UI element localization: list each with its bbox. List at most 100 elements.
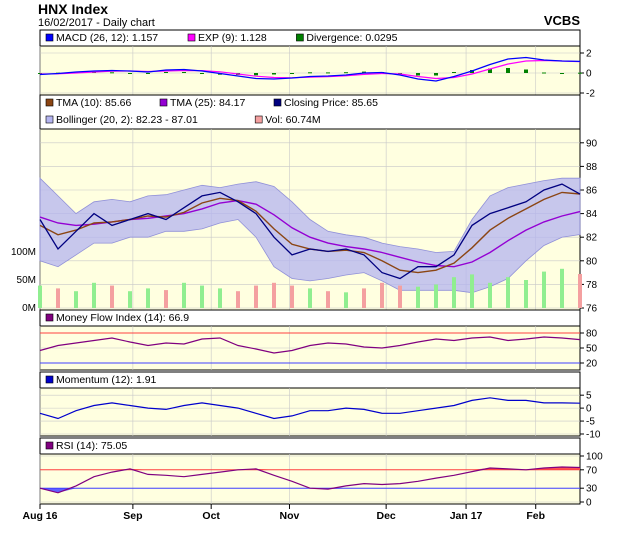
volume-bar <box>272 282 276 308</box>
price-legend-label: Vol: 60.74M <box>265 114 320 126</box>
rsi-ytick-label: 0 <box>586 498 592 509</box>
momentum-legend-label: Momentum (12): 1.91 <box>56 374 157 386</box>
macd-legend-label: MACD (26, 12): 1.157 <box>56 32 158 44</box>
closing-price-line <box>39 183 581 280</box>
volume-bar <box>470 274 474 308</box>
divergence-bar <box>254 73 258 76</box>
macd-legend-box <box>39 29 581 47</box>
volume-bar <box>74 291 78 308</box>
price-legend-swatch <box>273 98 282 107</box>
divergence-bar <box>488 68 492 73</box>
volume-bar <box>146 288 150 308</box>
price-legend-label: Closing Price: 85.65 <box>284 97 378 109</box>
volume-bar <box>218 288 222 308</box>
divergence-bar <box>560 73 564 74</box>
volume-bar <box>128 291 132 308</box>
volume-bar <box>38 285 42 308</box>
mfi-line <box>39 336 581 354</box>
divergence-bar <box>110 72 114 74</box>
vendor-label: VCBS <box>543 13 580 28</box>
volume-bar <box>434 284 438 308</box>
x-axis-label: Feb <box>526 510 545 522</box>
macd-legend-swatch <box>187 33 196 42</box>
macd-legend-label: EXP (9): 1.128 <box>198 32 267 44</box>
divergence-bar <box>182 72 186 73</box>
price-ytick-label: 82 <box>586 233 598 244</box>
divergence-bar <box>272 73 276 75</box>
divergence-bar <box>506 68 510 73</box>
volume-bar <box>200 285 204 308</box>
momentum-ytick-label: 5 <box>586 391 592 402</box>
volume-bar <box>344 292 348 308</box>
momentum-ytick-label: 0 <box>586 404 592 415</box>
macd-legend-label: Divergence: 0.0295 <box>306 32 397 44</box>
divergence-bar <box>344 72 348 74</box>
macd-legend-swatch <box>45 33 54 42</box>
x-axis-label: Nov <box>280 510 300 522</box>
divergence-bar <box>542 72 546 74</box>
price-legend-label: TMA (10): 85.66 <box>56 97 131 109</box>
divergence-bar <box>164 72 168 73</box>
macd-ytick-label: 0 <box>586 69 592 80</box>
volume-bar <box>506 277 510 308</box>
volume-bar <box>578 273 582 308</box>
volume-bar <box>326 291 330 308</box>
divergence-bar <box>290 73 294 74</box>
divergence-bar <box>578 72 582 74</box>
rsi-line <box>39 466 581 494</box>
x-axis-label: Oct <box>202 510 220 522</box>
momentum-legend-box <box>39 371 581 389</box>
divergence-bar <box>362 71 366 73</box>
x-axis-label: Sep <box>123 510 142 522</box>
chart-subtitle: 16/02/2017 - Daily chart <box>38 17 155 29</box>
x-axis-label: Dec <box>377 510 396 522</box>
divergence-bar <box>146 73 150 74</box>
mfi-ytick-label: 50 <box>586 344 598 355</box>
price-ytick-label: 76 <box>586 304 598 315</box>
volume-bar <box>398 285 402 308</box>
mfi-ytick-label: 20 <box>586 359 598 370</box>
volume-bar <box>416 286 420 308</box>
bollinger-band <box>39 177 581 294</box>
price-legend-label: Bollinger (20, 2): 82.23 - 87.01 <box>56 114 198 126</box>
divergence-bar <box>452 72 456 73</box>
volume-bar <box>452 277 456 308</box>
price-legend-swatch <box>159 98 168 107</box>
volume-bar <box>380 282 384 308</box>
rsi-legend-box <box>39 437 581 455</box>
volume-bar <box>560 268 564 308</box>
rsi-legend-swatch <box>45 441 54 450</box>
macd-line <box>39 56 581 82</box>
volume-bar <box>182 282 186 308</box>
volume-bar <box>524 280 528 308</box>
price-ytick-label: 84 <box>586 209 598 220</box>
price-ytick-label: 78 <box>586 280 598 291</box>
rsi-ytick-label: 100 <box>586 452 603 463</box>
divergence-bar <box>128 73 132 74</box>
divergence-bar <box>308 72 312 74</box>
price-ytick-label: 86 <box>586 186 598 197</box>
volume-bar <box>92 282 96 308</box>
volume-axis-label: 50M <box>17 275 36 286</box>
volume-axis-label: 100M <box>11 247 36 258</box>
price-legend-swatch <box>45 98 54 107</box>
volume-bar <box>254 285 258 308</box>
volume-bar <box>290 285 294 308</box>
momentum-line <box>39 397 581 420</box>
momentum-ytick-label: -5 <box>586 417 595 428</box>
price-ytick-label: 88 <box>586 162 598 173</box>
divergence-bar <box>200 73 204 74</box>
mfi-legend-label: Money Flow Index (14): 66.9 <box>56 312 189 324</box>
macd-ytick-label: 2 <box>586 49 592 60</box>
price-legend-swatch <box>45 115 54 124</box>
momentum-legend-swatch <box>45 375 54 384</box>
divergence-bar <box>524 69 528 73</box>
price-ytick-label: 80 <box>586 256 598 267</box>
price-legend-box <box>39 94 581 130</box>
divergence-bar <box>416 73 420 76</box>
rsi-legend-label: RSI (14): 75.05 <box>56 440 127 452</box>
mfi-legend-swatch <box>45 313 54 322</box>
volume-bar <box>236 291 240 308</box>
x-axis-label: Jan 17 <box>450 510 483 522</box>
